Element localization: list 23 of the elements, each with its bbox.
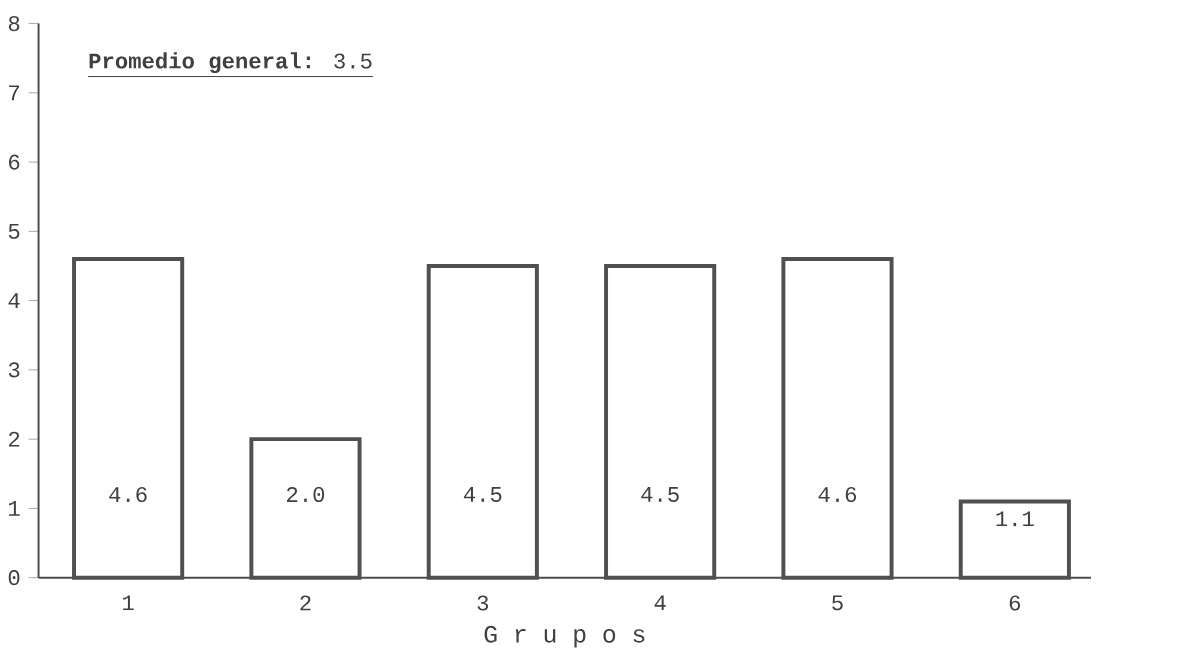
x-tick-label: 2	[300, 595, 311, 611]
x-tick-label: 1	[123, 595, 134, 611]
data-label: 1.1	[996, 511, 1034, 527]
y-tick-label: 2	[8, 431, 20, 447]
data-label: 2.0	[286, 486, 325, 503]
data-label: 4.5	[641, 487, 679, 502]
x-tick-label: 6	[1009, 595, 1021, 611]
y-tick-label: 3	[8, 362, 20, 378]
x-tick-label: 5	[832, 595, 843, 611]
y-tick-label: 0	[8, 570, 20, 586]
data-label: 4.5	[463, 487, 502, 502]
data-label: 4.6	[818, 486, 857, 503]
y-tick-label: 1	[9, 501, 20, 516]
y-tick-label: 6	[9, 154, 20, 170]
x-tick-label: 3	[477, 595, 489, 611]
x-axis-title: G r u p o s	[484, 625, 645, 648]
y-tick-label: 5	[8, 223, 20, 239]
y-tick-label: 8	[8, 15, 20, 32]
annotation: Promedio general: 3.5	[89, 52, 372, 74]
y-tick-label: 4	[8, 293, 20, 308]
y-tick-label: 7	[9, 85, 20, 101]
data-label: 4.6	[109, 486, 147, 503]
x-tick-label: 4	[654, 595, 666, 611]
